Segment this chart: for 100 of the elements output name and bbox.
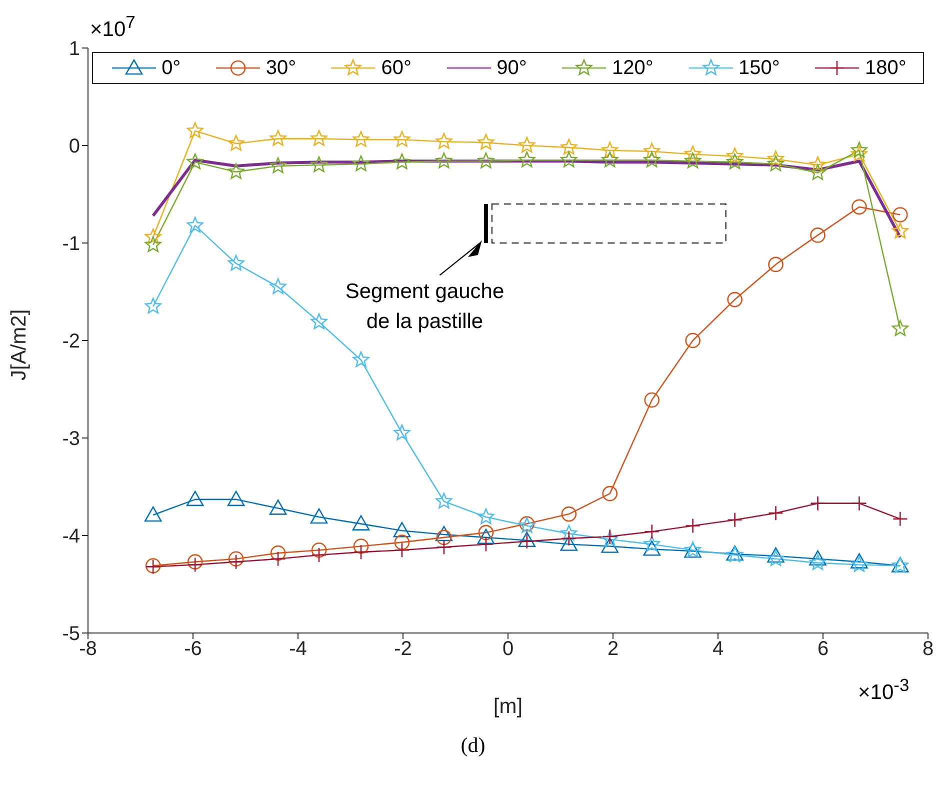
point <box>809 156 826 172</box>
text: (d) <box>460 733 486 757</box>
point <box>726 153 744 170</box>
point <box>726 148 744 164</box>
point <box>186 122 204 138</box>
x-tick-label: -6 <box>184 638 202 660</box>
x-tick-label: -8 <box>79 638 97 660</box>
x-axis-title: [m] <box>493 695 523 718</box>
point <box>644 536 660 552</box>
point <box>477 528 495 544</box>
point <box>310 313 328 330</box>
point <box>393 522 411 538</box>
point <box>228 163 244 179</box>
point <box>228 134 244 151</box>
point <box>850 146 868 162</box>
point <box>270 130 286 146</box>
point <box>643 540 660 556</box>
point <box>560 536 578 551</box>
point <box>186 490 204 506</box>
point <box>144 228 162 244</box>
point <box>850 142 868 158</box>
point <box>394 534 410 550</box>
point <box>768 256 784 272</box>
point <box>644 151 660 168</box>
point <box>644 524 660 540</box>
y-tick-label: 1 <box>68 38 80 60</box>
y-tick-label: -3 <box>62 428 80 450</box>
point <box>518 151 536 168</box>
point <box>270 551 286 567</box>
legend-label: 150° <box>738 56 780 80</box>
point <box>186 216 204 233</box>
point <box>684 146 702 162</box>
point <box>352 515 370 530</box>
point <box>561 506 577 522</box>
point <box>478 524 494 540</box>
point <box>436 152 452 168</box>
x-tick-label: 2 <box>607 638 619 660</box>
point <box>685 332 700 348</box>
point <box>311 547 327 563</box>
point <box>187 557 203 572</box>
legend-label: 120° <box>612 56 654 80</box>
point <box>810 496 826 511</box>
legend-label: 0° <box>162 56 181 80</box>
x-tick-label: 8 <box>922 638 934 660</box>
text: ×10$^{7}$ <box>90 12 136 41</box>
point <box>352 155 370 172</box>
point <box>435 526 453 542</box>
point <box>602 142 618 158</box>
point <box>767 550 784 566</box>
point <box>561 530 577 546</box>
point <box>270 545 286 561</box>
point <box>270 278 286 294</box>
text: ×10$^{-3}$ <box>858 675 910 704</box>
point <box>850 553 868 568</box>
y-axis-title: J[A/m2] <box>7 309 30 380</box>
point <box>394 542 410 558</box>
point <box>767 150 784 166</box>
point <box>892 207 908 222</box>
point <box>394 153 410 170</box>
point <box>187 554 203 570</box>
legend-label: 30° <box>266 56 296 80</box>
point <box>228 554 244 570</box>
x-tick-label: 4 <box>712 638 724 660</box>
point <box>602 486 618 502</box>
x-tick-label: 6 <box>817 638 829 660</box>
point <box>892 511 908 527</box>
point <box>353 538 369 554</box>
point <box>809 554 826 570</box>
legend-label: 90° <box>496 56 527 80</box>
y-tick-label: -4 <box>62 526 80 548</box>
point <box>478 152 494 168</box>
point <box>394 424 410 440</box>
point <box>144 506 162 522</box>
point <box>560 151 578 168</box>
point <box>892 222 908 238</box>
y-tick-label: -2 <box>62 330 80 353</box>
point <box>727 512 742 528</box>
point <box>310 130 328 146</box>
point <box>560 524 578 541</box>
point <box>602 151 618 168</box>
point <box>353 544 369 560</box>
point <box>478 134 494 150</box>
point <box>436 530 452 546</box>
point <box>394 131 410 147</box>
y-tick-label: -1 <box>62 233 80 256</box>
point <box>644 392 660 408</box>
point <box>518 136 536 153</box>
y-tick-label: -5 <box>62 623 80 646</box>
point <box>269 500 287 515</box>
point <box>478 536 494 552</box>
legend-label: 60° <box>381 56 412 80</box>
point <box>644 142 660 158</box>
x-tick-label: 0 <box>502 638 514 660</box>
point <box>727 292 742 308</box>
point <box>601 538 618 553</box>
point <box>768 505 784 521</box>
point <box>436 540 452 555</box>
point <box>436 132 452 149</box>
point <box>227 490 245 506</box>
point <box>352 351 370 368</box>
